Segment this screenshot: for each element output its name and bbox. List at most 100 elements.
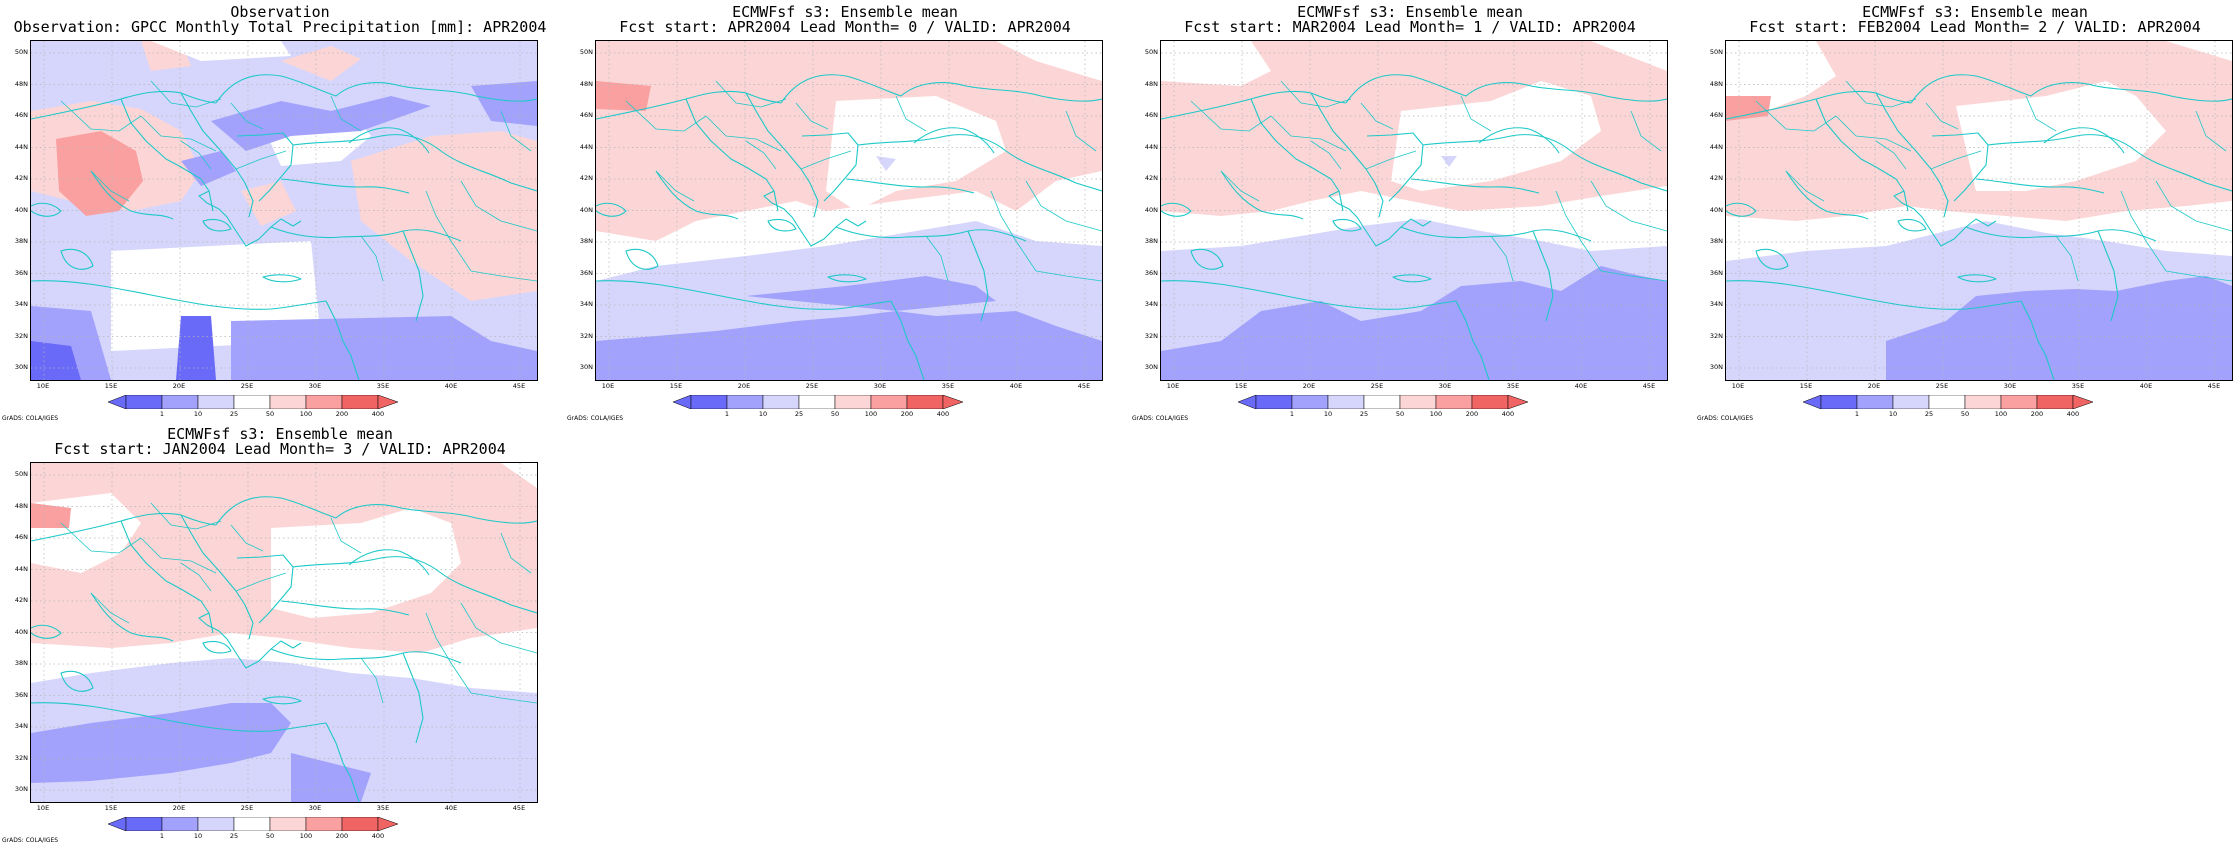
colorbar-tick-label: 10 — [193, 832, 203, 840]
country-borders — [60, 502, 537, 704]
colorbar-bin — [269, 395, 307, 409]
lat-tick-label: 44N — [1709, 142, 1723, 151]
lat-tick-label: 48N — [1709, 79, 1723, 88]
lon-tick-label: 10E — [1166, 382, 1180, 390]
lat-tick-label: 34N — [579, 300, 593, 308]
lon-tick-label: 45E — [512, 382, 526, 390]
colorbar-bin — [1892, 395, 1930, 409]
precipitation-map — [1160, 40, 1668, 381]
precip-region — [501, 463, 537, 488]
colorbar-tick-label: 1 — [1854, 410, 1860, 418]
precip-region — [1726, 96, 1771, 121]
colorbar-bin — [305, 395, 343, 409]
lat-tick-label: 32N — [579, 331, 593, 340]
gridlines — [31, 41, 537, 380]
lon-tick-label: 35E — [941, 382, 955, 390]
coastlines — [596, 74, 1102, 380]
colorbar-bin — [161, 395, 199, 409]
credit-label: GrADS: COLA/IGES — [1697, 415, 1754, 422]
precipitation-map — [595, 40, 1103, 381]
lon-tick-label: 15E — [104, 382, 118, 390]
colorbar-bin — [2036, 395, 2074, 409]
lat-tick-label: 36N — [1144, 268, 1158, 277]
country-borders — [625, 80, 1102, 282]
precip-region — [181, 151, 236, 186]
colorbar-tick-label: 100 — [1994, 410, 2008, 418]
lat-tick-label: 32N — [14, 331, 28, 340]
map-svg — [1161, 41, 1667, 380]
lat-tick-label: 50N — [1144, 48, 1158, 56]
lat-tick-label: 46N — [14, 111, 28, 119]
lat-tick-label: 32N — [14, 753, 28, 762]
colorbar-bin — [1399, 395, 1437, 409]
precip-region — [56, 131, 143, 216]
precip-region — [241, 181, 296, 226]
precipitation-map — [1725, 40, 2233, 381]
colorbar-tick-label: 400 — [936, 410, 950, 418]
lat-tick-label: 34N — [1144, 300, 1158, 308]
panel-subtitle: Observation: GPCC Monthly Total Precipit… — [13, 18, 547, 36]
precipitation-map — [30, 40, 538, 381]
colorbar-arrow-high — [377, 395, 398, 409]
colorbar-arrow-high — [2072, 395, 2093, 409]
lon-tick-label: 30E — [1438, 382, 1452, 390]
colorbar-tick-label: 25 — [1359, 410, 1369, 418]
colorbar-tick-label: 10 — [758, 410, 768, 418]
lat-tick-label: 42N — [14, 174, 28, 182]
precipitation-map — [30, 462, 538, 803]
country-borders — [60, 80, 537, 282]
credit-label: GrADS: COLA/IGES — [2, 415, 59, 422]
lat-tick-label: 42N — [14, 596, 28, 604]
panel-forecast-lead-0: ECMWFsf s3: Ensemble mean Fcst start: AP… — [565, 0, 1125, 422]
precip-region — [596, 81, 651, 111]
lon-tick-label: 35E — [2071, 382, 2085, 390]
lat-tick-label: 44N — [14, 142, 28, 151]
colorbar-tick-label: 400 — [371, 832, 385, 840]
lon-tick-label: 25E — [1370, 382, 1384, 390]
precip-region — [176, 316, 216, 380]
lat-tick-label: 50N — [14, 470, 28, 478]
colorbar-tick-label: 200 — [900, 410, 914, 418]
lat-tick-label: 38N — [14, 659, 28, 667]
lat-tick-label: 50N — [1709, 48, 1723, 56]
precip-region — [271, 508, 461, 618]
credit-label: GrADS: COLA/IGES — [1132, 415, 1189, 422]
map-svg — [31, 463, 537, 802]
lat-tick-label: 44N — [579, 142, 593, 151]
lon-tick-label: 40E — [1574, 382, 1588, 390]
colorbar-bin — [233, 395, 271, 409]
panel-title: ECMWFsf s3: Ensemble mean — [732, 3, 958, 21]
lat-tick-label: 38N — [14, 237, 28, 245]
colorbar-tick-label: 50 — [265, 410, 275, 418]
lat-tick-label: 50N — [14, 48, 28, 56]
colorbar-tick-label: 400 — [2066, 410, 2080, 418]
precip-region — [211, 96, 431, 151]
lon-tick-label: 15E — [1234, 382, 1248, 390]
colorbar-arrow-high — [942, 395, 963, 409]
colorbar-tick-label: 400 — [371, 410, 385, 418]
precip-region — [31, 341, 81, 380]
colorbar-tick-label: 1 — [1289, 410, 1295, 418]
colorbar-bin — [1964, 395, 2002, 409]
panel-subtitle: Fcst start: MAR2004 Lead Month= 1 / VALI… — [1184, 18, 1636, 36]
lat-tick-label: 38N — [1144, 237, 1158, 245]
credit-label: GrADS: COLA/IGES — [2, 837, 59, 844]
colorbar-bin — [1471, 395, 1509, 409]
colorbar-bin — [1327, 395, 1365, 409]
lon-tick-label: 45E — [512, 804, 526, 812]
colorbar-bin — [269, 817, 307, 831]
panel-forecast-lead-3: ECMWFsf s3: Ensemble mean Fcst start: JA… — [0, 422, 560, 844]
colorbar-tick-label: 200 — [2030, 410, 2044, 418]
colorbar-tick-label: 25 — [229, 410, 239, 418]
lat-tick-label: 30N — [14, 785, 28, 793]
colorbar-tick-label: 200 — [335, 410, 349, 418]
country-borders — [1755, 80, 2232, 282]
lat-tick-label: 36N — [14, 268, 28, 277]
lon-tick-label: 40E — [1009, 382, 1023, 390]
colorbar-tick-label: 1 — [724, 410, 730, 418]
lat-tick-label: 34N — [14, 300, 28, 308]
colorbar-tick-label: 10 — [1888, 410, 1898, 418]
colorbar-tick-label: 25 — [1924, 410, 1934, 418]
colorbar-arrow-high — [1507, 395, 1528, 409]
panel-subtitle: Fcst start: FEB2004 Lead Month= 2 / VALI… — [1749, 18, 2201, 36]
